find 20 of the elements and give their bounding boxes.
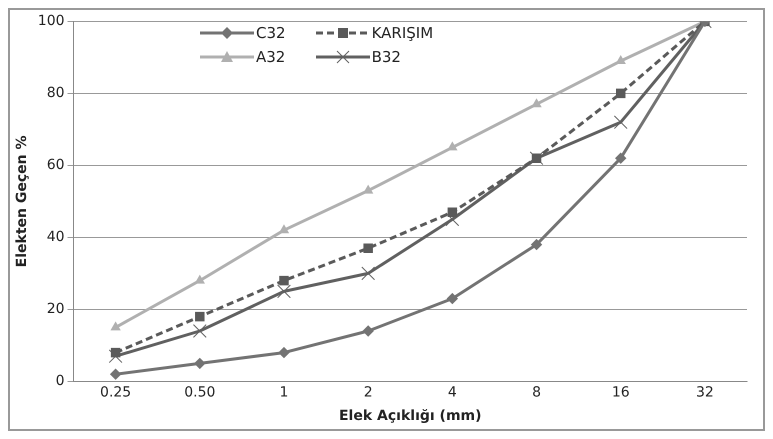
x-tick-label: 1 bbox=[280, 384, 288, 400]
y-tick-label: 100 bbox=[38, 13, 65, 30]
x-tick-label: 16 bbox=[612, 384, 630, 400]
x-tick-label: 4 bbox=[448, 384, 457, 400]
x-tick-label: 2 bbox=[364, 384, 373, 400]
y-tick-label: 60 bbox=[46, 157, 65, 174]
legend-label: KARIŞIM bbox=[372, 24, 434, 42]
y-tick-label: 20 bbox=[46, 301, 65, 318]
y-axis-title: Elekten Geçen % bbox=[14, 135, 30, 268]
x-tick-label: 32 bbox=[696, 384, 714, 400]
legend-label: C32 bbox=[256, 24, 286, 42]
legend-label: A32 bbox=[256, 48, 286, 66]
legend-label: B32 bbox=[372, 48, 401, 66]
y-tick-label: 0 bbox=[56, 373, 65, 390]
y-tick-label: 40 bbox=[46, 229, 65, 246]
y-tick-label: 80 bbox=[46, 85, 65, 102]
x-tick-label: 8 bbox=[532, 384, 541, 400]
x-tick-label: 0.25 bbox=[100, 384, 132, 400]
x-axis-title: Elek Açıklığı (mm) bbox=[338, 408, 482, 424]
x-tick-label: 0.50 bbox=[184, 384, 216, 400]
